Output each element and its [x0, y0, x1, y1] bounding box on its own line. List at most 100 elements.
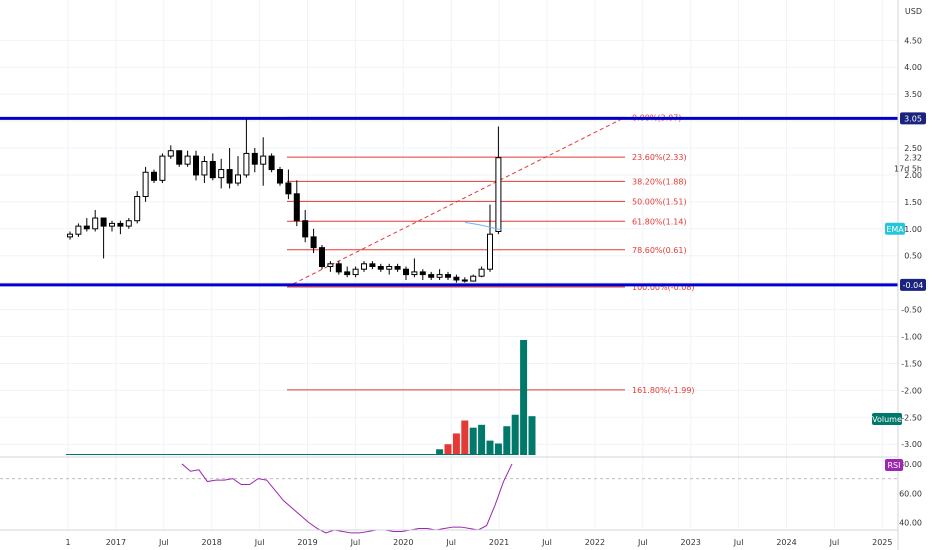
time-axis[interactable]: 1 2017 Jul 2018 Jul 2019 Jul 2020 Jul 2021 Jul 2022… — [0, 529, 898, 547]
time-tick-label: Jul — [829, 538, 840, 547]
time-tick-label: Jul — [637, 538, 648, 547]
candle-body — [302, 220, 309, 238]
candle-body — [327, 263, 334, 268]
rsi-badge: RSI — [888, 461, 901, 470]
candle-body — [167, 150, 174, 157]
rsi-tick-label: 60.00 — [899, 489, 922, 498]
time-tick-label: 2023 — [681, 538, 701, 547]
volume-badge-bg — [872, 413, 902, 425]
currency-label: USD — [905, 7, 922, 16]
candle-body — [386, 266, 393, 270]
axis-badges: 3.05 -0.04 2.32 17d 5h EMA Volume RSI — [872, 112, 926, 471]
volume-bar — [520, 340, 528, 455]
time-tick-label: 2025 — [872, 538, 892, 547]
candle-body — [478, 268, 485, 277]
candle-body — [83, 225, 90, 230]
time-tick-label: 1 — [65, 538, 70, 547]
candle-body — [361, 263, 367, 270]
horizontal-lines[interactable] — [0, 116, 898, 287]
candle-body — [67, 233, 73, 238]
volume-bar — [452, 433, 460, 455]
price-tick-label: 2.00 — [904, 171, 922, 180]
candle-body — [487, 233, 493, 270]
candle-body — [285, 182, 292, 195]
candle-body — [277, 169, 283, 184]
price-tick-label: 4.50 — [904, 36, 922, 45]
ema-polyline — [464, 221, 503, 231]
last-price-label: 2.32 — [904, 154, 922, 163]
candle-body — [377, 266, 384, 270]
time-tick-label: Jul — [445, 538, 456, 547]
volume-bar — [503, 426, 511, 455]
candle-body — [209, 160, 216, 179]
candle-body — [243, 152, 250, 176]
price-tick-label: 0.50 — [904, 252, 922, 261]
candle-body — [310, 236, 317, 249]
candle-body — [159, 155, 166, 181]
time-tick-label: 2022 — [585, 538, 605, 547]
candle-body — [419, 271, 426, 276]
time-tick-label: Jul — [541, 538, 552, 547]
price-tick-label: -2.50 — [901, 413, 922, 422]
price-tick-label: -2.00 — [901, 386, 922, 395]
candle-body — [92, 217, 99, 230]
candle-body — [226, 169, 233, 184]
price-tick-label: -1.00 — [901, 333, 922, 342]
ema-badge: EMA — [886, 225, 904, 234]
rsi-tick-label: 80.00 — [899, 460, 922, 469]
time-tick-label: Jul — [350, 538, 361, 547]
price-tick-label: 4.00 — [904, 63, 922, 72]
volume-bar — [486, 440, 494, 455]
price-tick-label: -3.00 — [901, 440, 922, 449]
candle-body — [235, 174, 241, 184]
price-axis[interactable]: USD4.504.003.503.002.502.001.501.000.500… — [897, 0, 922, 550]
price-tick-label: -1.50 — [901, 359, 922, 368]
candle-body — [134, 195, 141, 222]
candle-body — [436, 274, 443, 278]
price-tick-label: 1.50 — [904, 198, 922, 207]
time-tick-label: 2019 — [297, 538, 317, 547]
ema-badge-bg — [885, 222, 905, 235]
price-tick-label: 2.50 — [904, 144, 922, 153]
candle-body — [218, 169, 225, 179]
volume-bar — [494, 443, 502, 455]
candle-body — [109, 222, 115, 227]
fib-level-label: 38.20%(1.88) — [632, 177, 687, 186]
fib-level-label: 161.80%(-1.99) — [632, 386, 695, 395]
candle-body — [403, 268, 409, 276]
hline-price-badge: -0.04 — [903, 281, 924, 290]
rsi-line — [181, 463, 513, 534]
candle-body — [428, 274, 435, 278]
candle-body — [260, 155, 267, 165]
time-tick-label: 2024 — [776, 538, 796, 547]
fibonacci-retracement[interactable]: 0.00%(3.07)23.60%(2.33)38.20%(1.88)50.00… — [286, 113, 695, 395]
candle-body — [184, 155, 191, 165]
volume-bar — [478, 424, 486, 455]
countdown-label: 17d 5h — [894, 165, 922, 174]
price-tick-label: 3.50 — [904, 90, 922, 99]
volume-badge: Volume — [872, 415, 902, 424]
time-tick-label: 2017 — [106, 538, 126, 547]
candle-body — [394, 266, 401, 270]
fib-level-label: 100.00%(-0.08) — [632, 283, 695, 292]
candle-body — [268, 155, 275, 171]
candles — [67, 118, 502, 283]
candle-body — [100, 217, 107, 227]
time-tick-label: 2020 — [393, 538, 413, 547]
volume-bar — [461, 420, 469, 455]
candle-body — [352, 268, 359, 276]
rsi-tick-label: 40.00 — [899, 519, 922, 528]
hline-price-badge-bg — [900, 112, 926, 125]
candle-body — [453, 276, 460, 281]
candle-body — [193, 155, 199, 176]
fib-level-label: 50.00%(1.51) — [632, 197, 687, 206]
candle-body — [142, 171, 149, 197]
fib-trend-line — [286, 116, 626, 288]
candle-body — [461, 279, 468, 282]
rsi-badge-bg — [885, 459, 903, 471]
candle-body — [344, 271, 351, 276]
fib-level-label: 78.60%(0.61) — [632, 246, 687, 255]
candle-body — [125, 220, 132, 227]
time-tick-label: 2018 — [202, 538, 222, 547]
